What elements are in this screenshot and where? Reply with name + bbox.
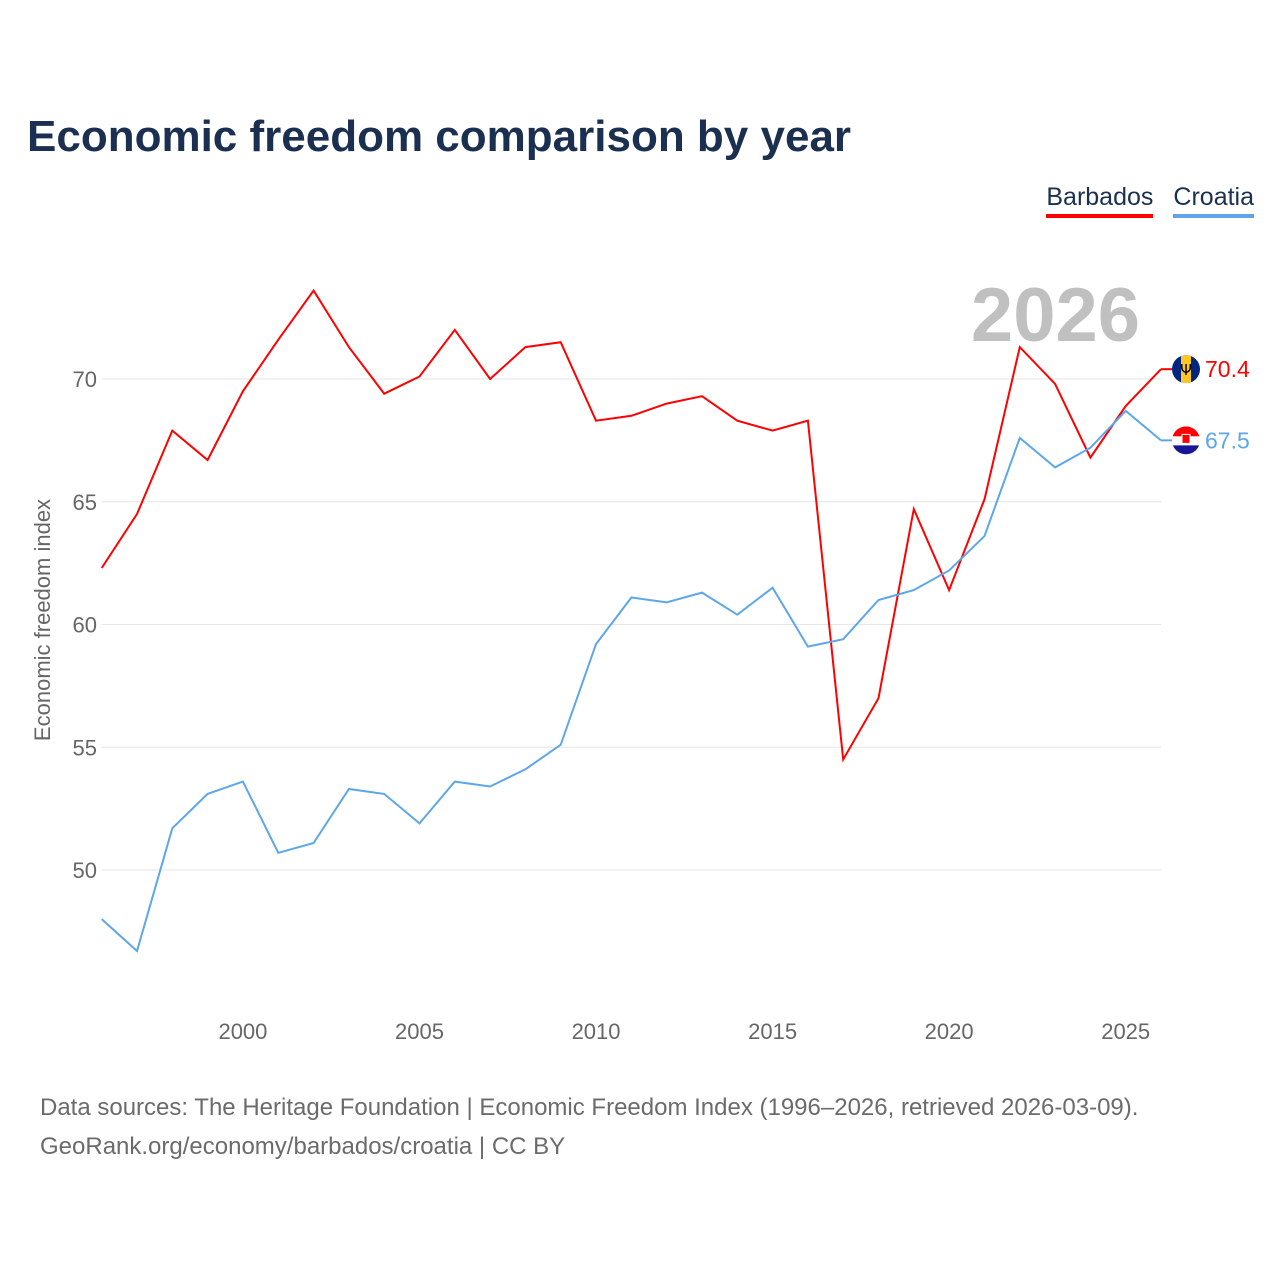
data-point bbox=[522, 344, 528, 350]
data-point bbox=[452, 327, 458, 333]
x-tick-label: 2025 bbox=[1101, 1019, 1150, 1044]
data-point bbox=[416, 820, 422, 826]
series-line-barbados bbox=[100, 288, 1162, 763]
data-point bbox=[346, 786, 352, 792]
data-point bbox=[1017, 344, 1023, 350]
x-tick-label: 2010 bbox=[572, 1019, 621, 1044]
data-point bbox=[346, 344, 352, 350]
data-point bbox=[911, 587, 917, 593]
data-point bbox=[805, 418, 811, 424]
source-line: Data sources: The Heritage Foundation | … bbox=[40, 1094, 1139, 1121]
data-point bbox=[981, 533, 987, 539]
legend-croatia[interactable]: Croatia bbox=[1173, 183, 1254, 218]
data-point bbox=[593, 641, 599, 647]
svg-text:Ψ: Ψ bbox=[1180, 361, 1192, 379]
data-point bbox=[628, 413, 634, 419]
data-point bbox=[311, 288, 317, 294]
end-value-label: 70.4 bbox=[1205, 356, 1250, 382]
y-tick-label: 65 bbox=[73, 490, 97, 515]
data-point bbox=[169, 428, 175, 434]
data-point bbox=[840, 636, 846, 642]
data-point bbox=[487, 376, 493, 382]
data-point bbox=[699, 393, 705, 399]
data-point bbox=[1017, 435, 1023, 441]
data-point bbox=[1087, 445, 1093, 451]
data-point bbox=[770, 428, 776, 434]
legend: Barbados Croatia bbox=[1046, 183, 1254, 218]
data-point bbox=[205, 791, 211, 797]
data-point bbox=[805, 644, 811, 650]
y-tick-label: 50 bbox=[73, 858, 97, 883]
source-link[interactable]: GeoRank.org/economy/barbados/croatia | C… bbox=[40, 1133, 566, 1160]
data-point bbox=[416, 374, 422, 380]
x-tick-label: 2005 bbox=[395, 1019, 444, 1044]
data-point bbox=[876, 597, 882, 603]
data-point bbox=[911, 506, 917, 512]
data-point bbox=[275, 337, 281, 343]
data-point bbox=[664, 599, 670, 605]
data-point bbox=[134, 948, 140, 954]
data-point bbox=[99, 565, 105, 571]
data-point bbox=[946, 587, 952, 593]
y-tick-label: 55 bbox=[73, 735, 97, 760]
barbados-flag-icon: Ψ bbox=[1172, 355, 1200, 384]
y-axis-label: Economic freedom index bbox=[30, 499, 55, 741]
data-point bbox=[840, 757, 846, 763]
data-point bbox=[487, 784, 493, 790]
data-point bbox=[205, 457, 211, 463]
data-point bbox=[240, 388, 246, 394]
end-value-label: 67.5 bbox=[1205, 427, 1250, 453]
data-point bbox=[734, 612, 740, 618]
data-point bbox=[664, 401, 670, 407]
data-point bbox=[169, 825, 175, 831]
data-point bbox=[876, 695, 882, 701]
data-point bbox=[1123, 408, 1129, 414]
data-point bbox=[275, 850, 281, 856]
x-tick-label: 2020 bbox=[925, 1019, 974, 1044]
y-tick-label: 60 bbox=[73, 613, 97, 638]
data-point bbox=[1052, 464, 1058, 470]
data-point bbox=[699, 590, 705, 596]
data-point bbox=[522, 766, 528, 772]
data-point bbox=[134, 511, 140, 517]
data-point bbox=[452, 779, 458, 785]
data-point bbox=[558, 742, 564, 748]
data-point bbox=[1052, 381, 1058, 387]
data-point bbox=[1087, 455, 1093, 461]
data-point bbox=[311, 840, 317, 846]
x-tick-label: 2015 bbox=[748, 1019, 797, 1044]
data-point bbox=[240, 779, 246, 785]
data-point bbox=[593, 418, 599, 424]
source-note: Data sources: The Heritage Foundation | … bbox=[40, 1088, 1138, 1166]
data-point bbox=[558, 339, 564, 345]
x-tick-label: 2000 bbox=[218, 1019, 267, 1044]
data-point bbox=[381, 391, 387, 397]
data-point bbox=[981, 496, 987, 502]
croatia-flag-icon bbox=[1172, 426, 1200, 455]
legend-barbados[interactable]: Barbados bbox=[1046, 183, 1154, 218]
data-point bbox=[734, 418, 740, 424]
chart-title: Economic freedom comparison by year bbox=[27, 112, 852, 161]
series-line-croatia bbox=[101, 409, 1162, 953]
year-watermark: 2026 bbox=[971, 273, 1140, 358]
data-point bbox=[381, 791, 387, 797]
data-point bbox=[946, 567, 952, 573]
data-point bbox=[770, 585, 776, 591]
data-point bbox=[99, 916, 105, 922]
data-point bbox=[628, 594, 634, 600]
y-tick-label: 70 bbox=[73, 367, 97, 392]
